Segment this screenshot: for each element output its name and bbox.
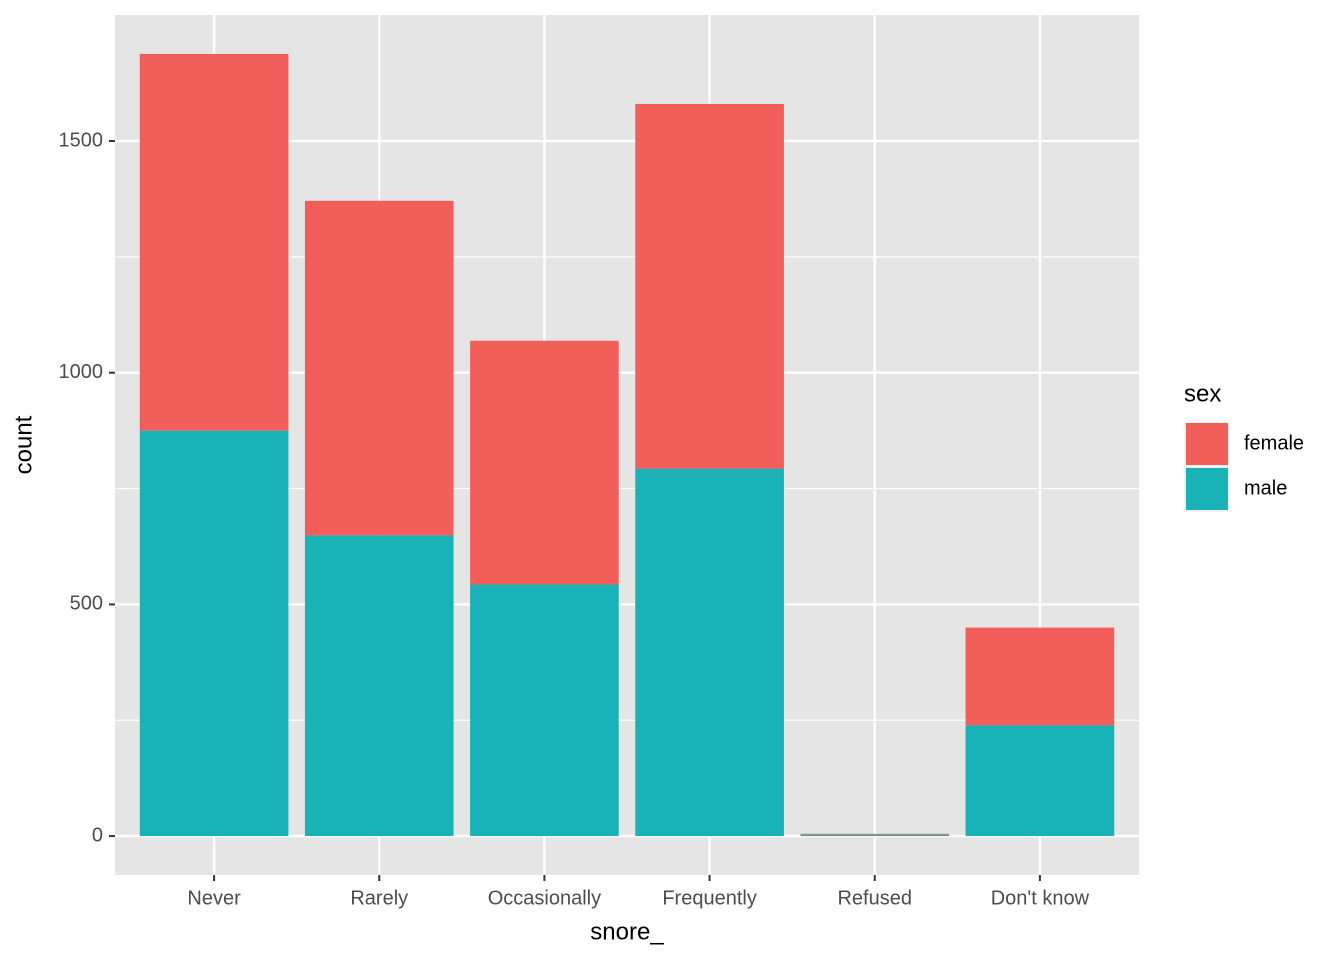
x-tick-label: Rarely	[350, 887, 408, 909]
y-tick-label: 0	[92, 824, 103, 846]
x-tick-label: Refused	[837, 887, 912, 909]
y-tick-label: 1000	[59, 361, 104, 383]
bar-segment	[800, 834, 950, 837]
legend-title: sex	[1184, 380, 1221, 407]
x-tick-label: Don't know	[991, 887, 1090, 909]
y-tick-label: 500	[70, 593, 103, 615]
x-tick-label: Never	[187, 887, 241, 909]
bar-segment	[965, 725, 1115, 837]
bar-segment	[965, 627, 1115, 726]
legend-key	[1186, 468, 1228, 510]
bar-segment	[800, 833, 950, 835]
bar-segment	[470, 340, 619, 585]
x-tick-label: Occasionally	[488, 887, 601, 909]
bar-segment	[304, 535, 454, 837]
y-tick-label: 1500	[59, 129, 104, 151]
legend-key	[1186, 423, 1228, 465]
bar-segment	[139, 53, 289, 431]
x-tick-label: Frequently	[662, 887, 757, 909]
bar-segment	[470, 584, 619, 837]
bar-segment	[635, 103, 784, 469]
x-axis-title: snore_	[590, 918, 664, 945]
legend-label: male	[1244, 477, 1287, 499]
bar-segment	[304, 200, 454, 536]
y-axis-title: count	[10, 415, 37, 474]
bar-segment	[635, 468, 784, 837]
legend-label: female	[1244, 432, 1304, 454]
bar-segment	[139, 430, 289, 837]
